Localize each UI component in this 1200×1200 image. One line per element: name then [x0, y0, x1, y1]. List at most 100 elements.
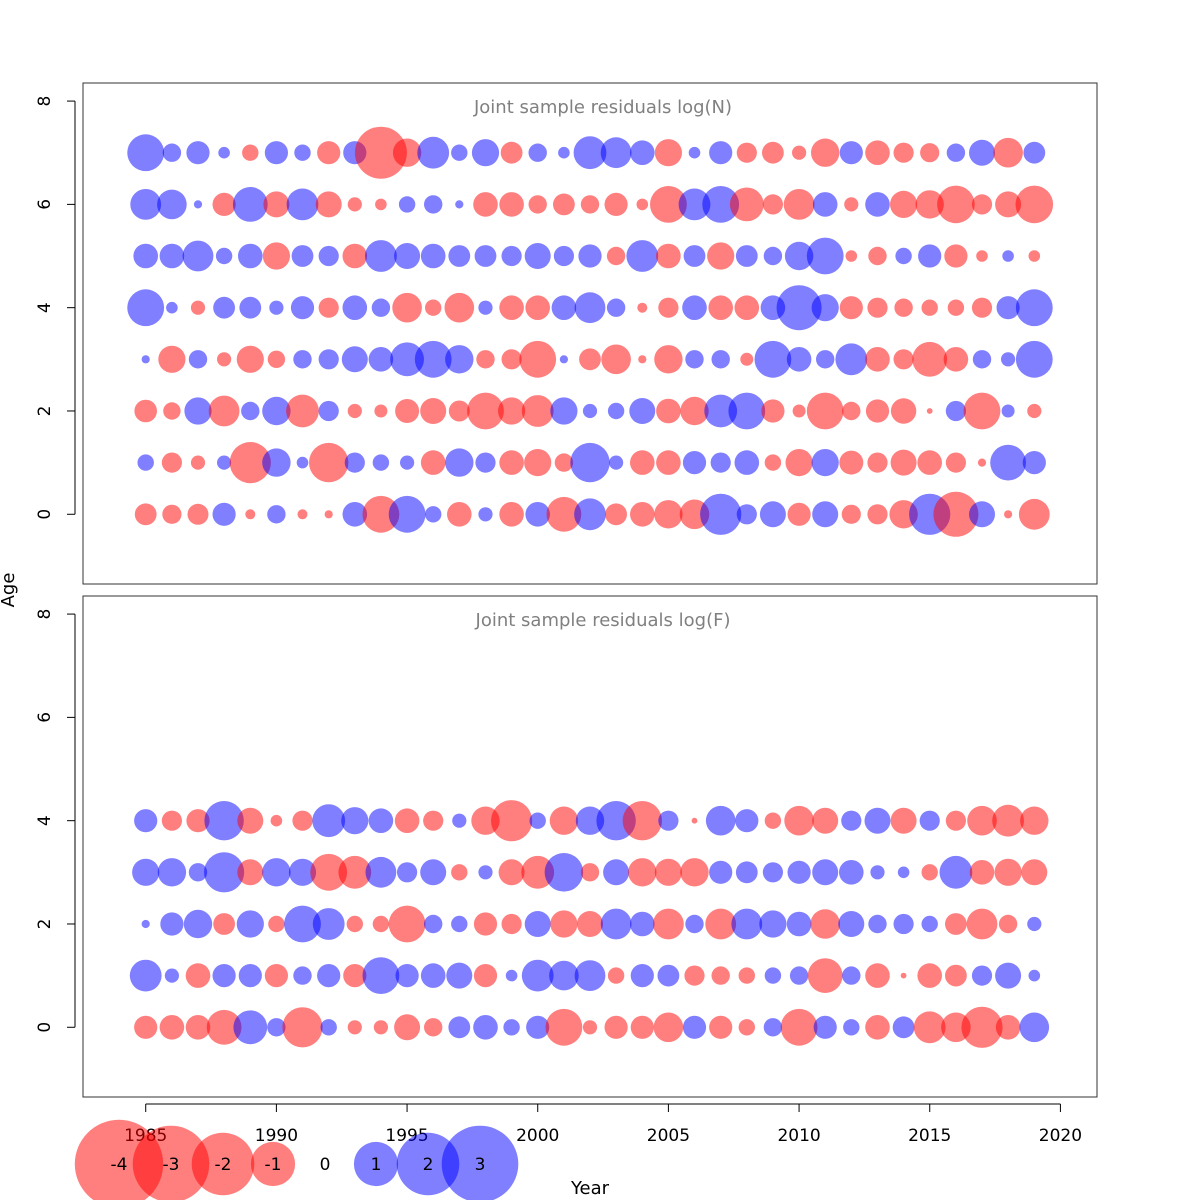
residual-bubble — [577, 911, 603, 937]
residual-bubble — [519, 340, 557, 378]
residual-bubble — [372, 915, 390, 933]
residual-bubble — [157, 858, 187, 887]
residual-bubble — [134, 503, 157, 526]
residual-bubble — [784, 241, 814, 271]
legend-label: 3 — [475, 1155, 486, 1175]
residual-bubble — [582, 1020, 598, 1035]
residual-bubble — [317, 141, 341, 165]
legend-bubble — [396, 1132, 460, 1196]
residual-bubble — [559, 355, 569, 364]
residual-bubble — [291, 245, 314, 267]
residual-bubble — [913, 1011, 946, 1044]
residual-bubble — [682, 1015, 707, 1039]
residual-bubble — [937, 185, 975, 224]
residual-bubble — [478, 507, 493, 522]
residual-bubble — [865, 963, 890, 988]
residual-bubble — [130, 189, 162, 220]
residual-bubble — [740, 352, 754, 366]
panel-1: Joint sample residuals log(N) 0 2 4 6 8 — [35, 82, 1098, 585]
residual-bubble — [807, 958, 843, 993]
residual-bubble — [637, 302, 648, 313]
residual-bubble — [318, 400, 339, 422]
panels-layer: Joint sample residuals log(N)02468Joint … — [35, 82, 1098, 1098]
residual-bubble — [865, 140, 890, 165]
residual-bubble — [921, 864, 938, 881]
residual-bubble — [1001, 404, 1015, 418]
residual-bubble — [764, 454, 782, 471]
residual-bubble — [680, 858, 709, 887]
residual-bubble — [921, 299, 938, 316]
residual-bubble — [867, 452, 888, 473]
residual-bubble — [963, 392, 1001, 430]
residual-bubble — [245, 509, 256, 520]
residual-bubble — [473, 964, 498, 988]
residual-bubble — [476, 350, 495, 369]
residual-bubble — [990, 444, 1026, 481]
residual-bubble — [446, 962, 473, 989]
panel-2: Joint sample residuals log(F) 0 2 4 6 8 — [35, 595, 1098, 1098]
residual-bubble — [417, 136, 450, 169]
residual-bubble — [738, 1019, 755, 1036]
residual-bubble — [967, 805, 997, 836]
residual-bubble — [865, 192, 890, 217]
residual-bubble — [141, 919, 150, 929]
residual-bubble — [162, 143, 182, 162]
residual-bubble — [754, 340, 792, 378]
residual-bubble — [394, 808, 420, 833]
residual-bubble — [550, 910, 578, 938]
legend-item: -3 — [132, 1125, 210, 1200]
residual-bubble — [309, 442, 349, 483]
residual-bubble — [735, 809, 759, 833]
residual-bubble — [806, 392, 844, 430]
residual-bubble — [917, 450, 942, 475]
residual-bubble — [526, 1015, 550, 1039]
residual-bubble — [317, 964, 341, 988]
residual-bubble — [525, 295, 550, 321]
residual-bubble — [1019, 1012, 1050, 1043]
residual-bubble — [237, 807, 264, 834]
residual-bubble — [318, 245, 339, 267]
panel-title: Joint sample residuals log(F) — [475, 610, 731, 631]
residual-bubble — [702, 186, 740, 223]
residual-bubble — [312, 908, 345, 940]
residual-bubble — [501, 245, 522, 267]
residual-bubble — [789, 966, 809, 985]
residual-bubble — [892, 1016, 915, 1039]
residual-bubble — [524, 449, 552, 477]
residual-bubble — [995, 1015, 1021, 1040]
residual-bubble — [605, 503, 627, 526]
residual-bubble — [944, 244, 968, 268]
residual-bubble — [786, 347, 812, 372]
residual-bubble — [269, 300, 284, 315]
residual-bubble — [159, 243, 185, 269]
residual-bubble — [342, 295, 368, 321]
residual-bubble — [500, 141, 523, 164]
residual-bubble — [420, 398, 447, 424]
residual-bubble — [787, 502, 811, 526]
residual-bubble — [996, 296, 1020, 320]
residual-bubble — [870, 865, 885, 880]
residual-bubble — [267, 350, 286, 368]
residual-bubble — [236, 910, 264, 938]
residual-bubble — [368, 347, 394, 372]
residual-bubble — [318, 297, 339, 318]
residual-bubble — [759, 910, 787, 938]
residual-bubble — [315, 191, 342, 218]
residual-bubble — [362, 495, 400, 533]
residual-bubble — [371, 298, 391, 317]
legend-label: -2 — [215, 1155, 232, 1175]
residual-bubble — [971, 297, 993, 318]
residual-bubble — [158, 345, 186, 373]
residual-bubble — [709, 1015, 733, 1039]
residual-bubble — [473, 1015, 498, 1040]
residual-bubble — [658, 297, 679, 318]
residual-bubble — [186, 141, 210, 165]
residual-bubble — [685, 350, 704, 369]
residual-bubble — [838, 911, 865, 937]
residual-bubble — [654, 345, 683, 374]
residual-bubble — [685, 914, 704, 934]
residual-bubble — [524, 243, 551, 269]
residual-bubble — [700, 493, 742, 535]
residual-bubble — [549, 806, 579, 835]
residual-bubble — [1001, 352, 1016, 367]
